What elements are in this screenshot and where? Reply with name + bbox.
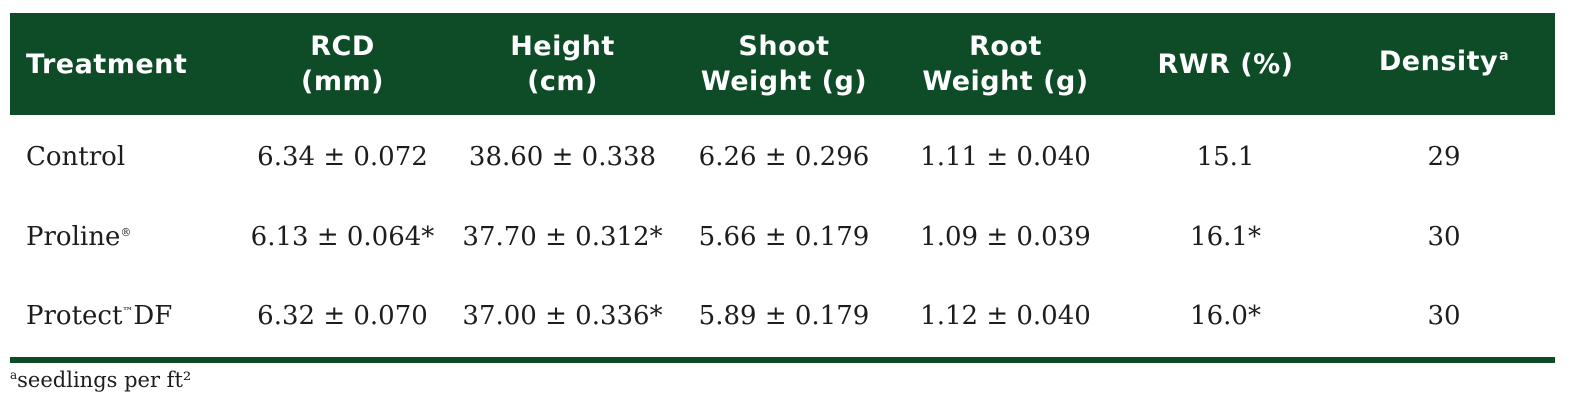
header-height: Height (cm) (510, 31, 615, 97)
cell-treatment: Protect™DF (26, 300, 173, 331)
header-rwr: RWR (%) (1157, 48, 1294, 80)
footnote-marker: a (10, 368, 18, 382)
cell-root-weight: 1.12 ± 0.040 (920, 300, 1091, 331)
cell-rwr: 16.1* (1190, 222, 1261, 253)
cell-height: 38.60 ± 0.338 (468, 141, 657, 172)
table-header: Treatment RCD (mm) Height (cm) Shoot Wei… (10, 13, 1555, 115)
cell-shoot-weight: 5.66 ± 0.179 (698, 222, 870, 253)
cell-rcd: 6.13 ± 0.064* (250, 222, 435, 253)
cell-root-weight: 1.11 ± 0.040 (920, 141, 1091, 172)
cell-root-weight: 1.09 ± 0.039 (920, 222, 1091, 253)
footnote-marker: a (1499, 48, 1510, 64)
cell-rwr: 15.1 (1196, 141, 1255, 172)
cell-height: 37.00 ± 0.336* (462, 300, 663, 331)
cell-density: 30 (1427, 300, 1461, 331)
header-density: Densitya (1378, 46, 1510, 77)
cell-density: 29 (1427, 141, 1461, 172)
table-body: Control 6.34 ± 0.072 38.60 ± 0.338 6.26 … (10, 115, 1555, 355)
table-row: Protect™DF 6.32 ± 0.070 37.00 ± 0.336* 5… (10, 277, 1555, 356)
cell-shoot-weight: 6.26 ± 0.296 (698, 141, 870, 172)
cell-rcd: 6.32 ± 0.070 (257, 300, 428, 331)
table-row: Control 6.34 ± 0.072 38.60 ± 0.338 6.26 … (10, 115, 1555, 198)
cell-height: 37.70 ± 0.312* (462, 222, 663, 253)
cell-density: 30 (1427, 222, 1461, 253)
table-footnote: aseedlings per ft² (10, 368, 191, 392)
footnote-text: seedlings per ft² (17, 368, 192, 392)
cell-treatment: Proline® (26, 222, 132, 253)
table-bottom-rule (10, 357, 1555, 363)
header-treatment: Treatment (26, 48, 188, 80)
cell-treatment: Control (26, 141, 126, 172)
data-table: Treatment RCD (mm) Height (cm) Shoot Wei… (10, 13, 1555, 363)
header-root-weight: Root Weight (g) (922, 31, 1089, 97)
cell-rwr: 16.0* (1190, 300, 1261, 331)
header-rcd: RCD (mm) (301, 31, 384, 97)
cell-shoot-weight: 5.89 ± 0.179 (698, 300, 870, 331)
header-shoot-weight: Shoot Weight (g) (700, 31, 868, 97)
cell-rcd: 6.34 ± 0.072 (257, 141, 428, 172)
table-row: Proline® 6.13 ± 0.064* 37.70 ± 0.312* 5.… (10, 198, 1555, 277)
